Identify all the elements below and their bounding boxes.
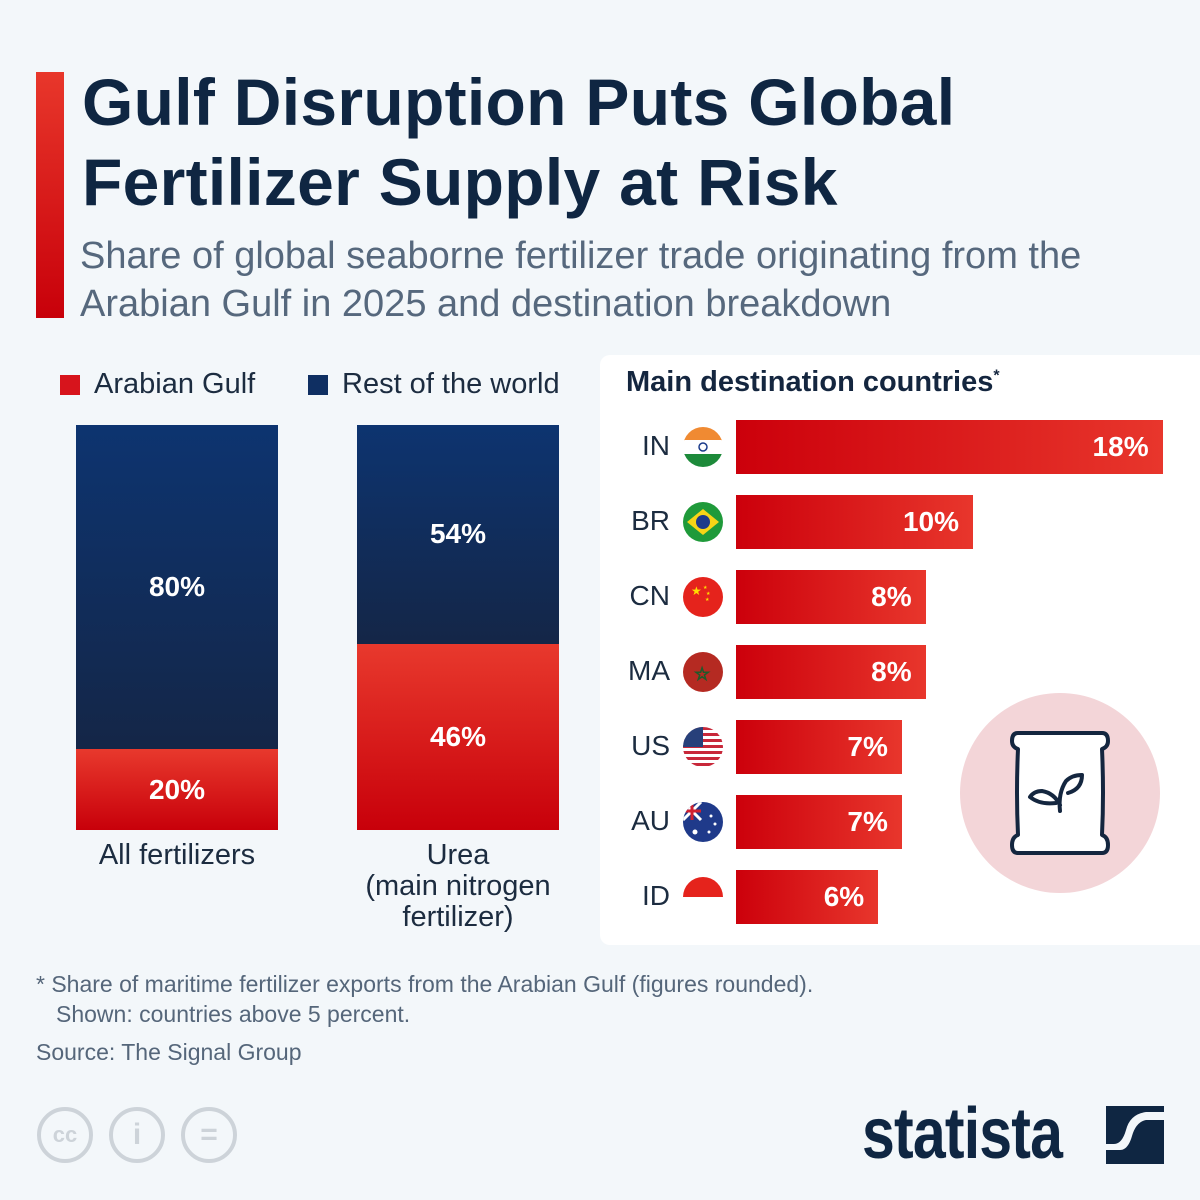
usa-flag-icon xyxy=(683,727,723,767)
data-label: 20% xyxy=(148,773,206,805)
category-label: Urea (main nitrogen fertilizer) xyxy=(365,839,551,933)
fertilizer-bag-icon xyxy=(960,693,1160,893)
cc-glyph: cc xyxy=(52,1122,78,1147)
country-code: CN xyxy=(629,580,670,611)
stacked-bar: 20% 80% xyxy=(76,425,278,830)
statista-logo[interactable]: statista xyxy=(862,1093,1063,1175)
panel-title: Main destination countries* xyxy=(626,366,1000,399)
data-label: 18% xyxy=(1092,431,1149,462)
by-glyph: i xyxy=(132,1118,142,1151)
data-label: 10% xyxy=(902,506,959,537)
statista-logo-mark-icon xyxy=(1106,1106,1164,1164)
footnote-marker: * xyxy=(993,367,1000,385)
nd-glyph: = xyxy=(200,1118,218,1151)
country-code: MA xyxy=(628,655,670,686)
data-label: 7% xyxy=(847,731,888,762)
country-code: ID xyxy=(642,880,670,911)
svg-text:★: ★ xyxy=(691,584,702,598)
destination-bar: 8% xyxy=(736,645,926,699)
svg-text:☆: ☆ xyxy=(694,664,710,684)
destination-bar: 7% xyxy=(736,795,902,849)
chart-subtitle: Share of global seaborne fertilizer trad… xyxy=(80,235,1082,325)
legend-swatch-red xyxy=(60,374,80,395)
bar-segment-rest-of-world: 54% xyxy=(357,425,559,644)
svg-text:★: ★ xyxy=(703,585,708,591)
morocco-flag-icon: ☆ xyxy=(683,652,723,692)
data-label: 80% xyxy=(148,571,206,602)
india-flag-icon xyxy=(683,427,723,467)
data-label: 46% xyxy=(429,720,487,752)
destination-bar: 10% xyxy=(736,495,973,549)
brazil-flag-icon xyxy=(683,502,723,542)
destination-bar: 18% xyxy=(736,420,1163,474)
australia-flag-icon xyxy=(683,802,723,842)
svg-text:★: ★ xyxy=(705,597,710,603)
title-accent-bar xyxy=(36,72,64,318)
footnote-line-1: * Share of maritime fertilizer exports f… xyxy=(36,971,814,997)
country-code: US xyxy=(631,730,670,761)
destination-bar: 8% xyxy=(736,570,926,624)
source: Source: The Signal Group xyxy=(36,1039,302,1065)
indonesia-flag-icon xyxy=(683,877,723,917)
no-derivatives-icon[interactable]: = xyxy=(181,1107,237,1163)
data-label: 7% xyxy=(847,806,888,837)
data-label: 6% xyxy=(823,881,865,912)
stacked-bar: 46% 54% xyxy=(357,425,559,830)
data-label: 54% xyxy=(429,518,487,550)
attribution-icon[interactable]: i xyxy=(109,1107,165,1163)
logo-text: statista xyxy=(862,1094,1063,1174)
destination-bar: 6% xyxy=(736,870,879,924)
country-code: BR xyxy=(631,505,670,536)
footnote-line-2: Shown: countries above 5 percent. xyxy=(56,1001,411,1027)
svg-text:★: ★ xyxy=(706,591,711,597)
legend-item-rest-of-world: Rest of the world xyxy=(308,368,560,401)
destination-bar: 7% xyxy=(736,720,902,774)
data-label: 8% xyxy=(871,656,912,687)
bar-segment-rest-of-world: 80% xyxy=(76,425,278,749)
legend-label: Arabian Gulf xyxy=(94,368,256,400)
creative-commons-icon[interactable]: cc xyxy=(37,1107,93,1163)
legend-label: Rest of the world xyxy=(342,368,560,400)
country-code: AU xyxy=(631,805,670,836)
chart-title: Gulf Disruption Puts Global Fertilizer S… xyxy=(82,65,956,219)
country-code: IN xyxy=(642,430,670,461)
panel-title-text: Main destination countries xyxy=(626,366,994,398)
bar-segment-arabian-gulf: 20% xyxy=(76,749,278,830)
fertilizer-bag-with-sprout-icon xyxy=(1010,731,1110,855)
category-label: All fertilizers xyxy=(98,839,256,871)
legend-swatch-navy xyxy=(308,374,328,395)
china-flag-icon: ★ ★ ★ ★ xyxy=(683,577,723,617)
data-label: 8% xyxy=(871,581,912,612)
bar-segment-arabian-gulf: 46% xyxy=(357,643,559,830)
legend-item-arabian-gulf: Arabian Gulf xyxy=(60,368,255,401)
